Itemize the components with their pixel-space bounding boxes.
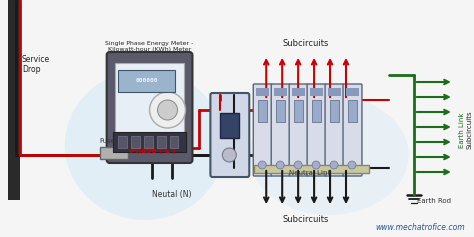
Circle shape [258,161,266,169]
Bar [328,88,341,96]
Bar [115,63,184,133]
Bar [310,88,323,96]
Bar [8,0,20,200]
Text: Single Phase Energy Meter -
Kilowatt-hour (KWh) Meter: Single Phase Energy Meter - Kilowatt-hou… [105,41,194,52]
Circle shape [348,161,356,169]
Bar [346,88,359,96]
FancyBboxPatch shape [253,84,272,176]
Text: Subcircuits: Subcircuits [283,39,329,48]
Circle shape [222,148,237,162]
Text: Earth Rod: Earth Rod [417,198,451,204]
Circle shape [157,100,177,120]
Bar [292,88,305,96]
Text: Earth Link: Earth Link [459,112,465,148]
Text: 000000: 000000 [136,78,158,83]
Bar [330,100,339,122]
FancyBboxPatch shape [289,84,308,176]
Bar [256,88,269,96]
Bar [118,70,175,92]
Bar [113,132,186,152]
FancyBboxPatch shape [271,84,290,176]
Bar [131,136,140,148]
FancyBboxPatch shape [343,84,362,176]
Text: Subcircuits: Subcircuits [283,215,329,224]
Bar [258,100,267,122]
Circle shape [294,161,302,169]
Text: Service
Drop: Service Drop [22,55,50,74]
Bar [254,165,369,173]
Circle shape [330,161,338,169]
Bar [274,88,287,96]
Bar [276,100,285,122]
Bar [294,100,303,122]
Bar [118,136,127,148]
Text: www.mechatrofice.com: www.mechatrofice.com [375,223,465,232]
Bar [144,136,153,148]
Bar [156,136,165,148]
Text: Subcircuits: Subcircuits [467,111,473,149]
Bar [312,100,321,122]
Ellipse shape [249,95,409,215]
Bar [100,147,128,159]
FancyBboxPatch shape [210,93,249,177]
FancyBboxPatch shape [325,84,344,176]
Text: Neutral Link: Neutral Link [289,170,332,176]
Circle shape [150,92,185,128]
Circle shape [276,161,284,169]
Bar [220,113,239,138]
FancyBboxPatch shape [107,52,192,163]
Bar [348,100,357,122]
Circle shape [312,161,320,169]
Bar [170,136,179,148]
Ellipse shape [65,70,224,220]
Text: Phase ( L ): Phase ( L ) [129,146,176,155]
FancyBboxPatch shape [307,84,326,176]
Text: Neutal (N): Neutal (N) [152,190,191,199]
Text: Fuse: Fuse [100,138,116,144]
